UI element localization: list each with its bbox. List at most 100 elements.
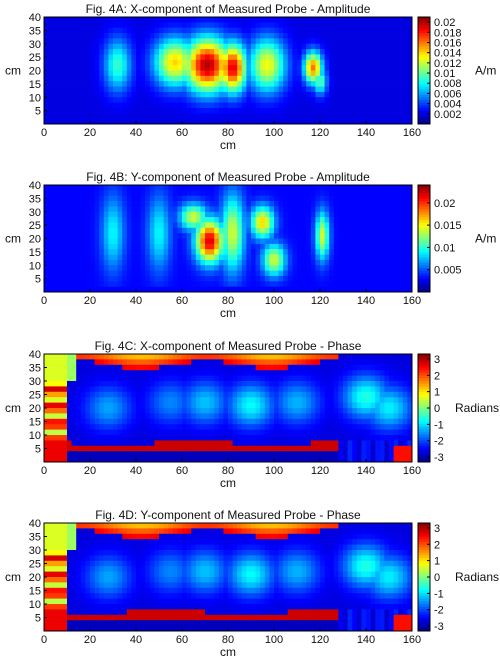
heatmap-cell bbox=[320, 418, 325, 425]
heatmap-cell bbox=[85, 391, 91, 398]
heatmap-cell bbox=[103, 435, 109, 441]
heatmap-cell bbox=[108, 102, 114, 109]
heatmap-cell bbox=[218, 217, 224, 223]
heatmap-cell bbox=[182, 97, 187, 103]
heatmap-cell bbox=[306, 254, 312, 261]
heatmap-cell bbox=[67, 286, 72, 293]
heatmap-cell bbox=[301, 397, 307, 403]
heatmap-cell bbox=[361, 38, 367, 45]
heatmap-cell bbox=[338, 17, 344, 23]
heatmap-cell bbox=[278, 270, 284, 277]
heatmap-cell bbox=[131, 17, 137, 23]
heatmap-cell bbox=[269, 206, 275, 213]
heatmap-cell bbox=[393, 118, 399, 125]
heatmap-cell bbox=[71, 429, 77, 436]
heatmap-cell bbox=[393, 254, 399, 261]
heatmap-cell bbox=[172, 456, 178, 463]
heatmap-cell bbox=[200, 59, 206, 66]
heatmap-cell bbox=[352, 275, 358, 282]
heatmap-cell bbox=[269, 259, 275, 266]
heatmap-cell bbox=[370, 397, 376, 403]
heatmap-cell bbox=[297, 185, 302, 191]
heatmap-cell bbox=[269, 113, 275, 120]
heatmap-cell bbox=[251, 238, 256, 245]
heatmap-cell bbox=[200, 391, 206, 398]
heatmap-cell bbox=[356, 75, 362, 82]
heatmap-cell bbox=[361, 402, 367, 409]
heatmap-cell bbox=[324, 270, 330, 277]
heatmap-cell bbox=[379, 265, 385, 271]
heatmap-cell bbox=[384, 370, 390, 376]
heatmap-cell bbox=[223, 195, 229, 202]
heatmap-cell bbox=[370, 456, 376, 463]
heatmap-cell bbox=[324, 38, 330, 45]
heatmap-cell bbox=[292, 65, 298, 71]
heatmap-cell bbox=[99, 424, 105, 430]
heatmap-cell bbox=[44, 397, 49, 403]
heatmap-cell bbox=[195, 233, 201, 239]
heatmap-cell bbox=[200, 445, 206, 452]
heatmap-cell bbox=[117, 86, 123, 93]
heatmap-cell bbox=[122, 354, 128, 360]
heatmap-cell bbox=[301, 17, 307, 23]
heatmap-cell bbox=[94, 22, 100, 29]
heatmap-cell bbox=[356, 227, 362, 234]
heatmap-cell bbox=[292, 375, 298, 382]
heatmap-cell bbox=[71, 259, 77, 266]
heatmap-cell bbox=[246, 386, 252, 393]
heatmap-cell bbox=[402, 233, 408, 239]
heatmap-cell bbox=[352, 22, 358, 29]
heatmap-cell bbox=[255, 456, 261, 463]
heatmap-cell bbox=[200, 118, 206, 125]
colorbar-segment bbox=[418, 267, 430, 271]
heatmap-cell bbox=[370, 107, 376, 114]
heatmap-cell bbox=[62, 102, 68, 109]
heatmap-cell bbox=[131, 91, 137, 98]
heatmap-cell bbox=[333, 370, 339, 376]
heatmap-cell bbox=[292, 70, 298, 77]
heatmap-cell bbox=[117, 38, 123, 45]
heatmap-cell bbox=[274, 195, 279, 202]
heatmap-cell bbox=[172, 113, 178, 120]
heatmap-cell bbox=[108, 22, 114, 29]
heatmap-cell bbox=[246, 424, 252, 430]
heatmap-cell bbox=[237, 70, 243, 77]
heatmap-cell bbox=[287, 259, 293, 266]
heatmap-cell bbox=[122, 118, 128, 125]
heatmap-cell bbox=[85, 22, 91, 29]
heatmap-cell bbox=[99, 222, 105, 229]
heatmap-cell bbox=[375, 435, 381, 441]
heatmap-cell bbox=[343, 107, 348, 114]
heatmap-cell bbox=[136, 195, 141, 202]
heatmap-cell bbox=[274, 418, 279, 425]
heatmap-cell bbox=[223, 91, 229, 98]
heatmap-cell bbox=[393, 97, 399, 103]
heatmap-cell bbox=[131, 217, 137, 223]
heatmap-cell bbox=[48, 211, 54, 218]
heatmap-cell bbox=[384, 238, 390, 245]
heatmap-cell bbox=[343, 206, 348, 213]
heatmap-cell bbox=[246, 113, 252, 120]
heatmap-cell bbox=[218, 75, 224, 82]
heatmap-cell bbox=[329, 27, 335, 34]
heatmap-cell bbox=[182, 22, 187, 29]
heatmap-cell bbox=[76, 107, 82, 114]
heatmap-cell bbox=[195, 33, 201, 39]
heatmap-cell bbox=[205, 81, 210, 87]
heatmap-cell bbox=[103, 107, 109, 114]
heatmap-cell bbox=[103, 238, 109, 245]
heatmap-cell bbox=[44, 281, 49, 288]
heatmap-cell bbox=[269, 217, 275, 223]
heatmap-cell bbox=[186, 217, 192, 223]
heatmap-cell bbox=[57, 397, 63, 403]
heatmap-cell bbox=[44, 33, 49, 39]
heatmap-cell bbox=[186, 418, 192, 425]
heatmap-cell bbox=[195, 118, 201, 125]
heatmap-cell bbox=[237, 413, 243, 420]
heatmap-cell bbox=[53, 54, 59, 61]
heatmap-cell bbox=[274, 275, 279, 282]
heatmap-cell bbox=[306, 418, 312, 425]
heatmap-cell bbox=[366, 435, 371, 441]
heatmap-cell bbox=[154, 70, 160, 77]
heatmap-cell bbox=[347, 445, 353, 452]
